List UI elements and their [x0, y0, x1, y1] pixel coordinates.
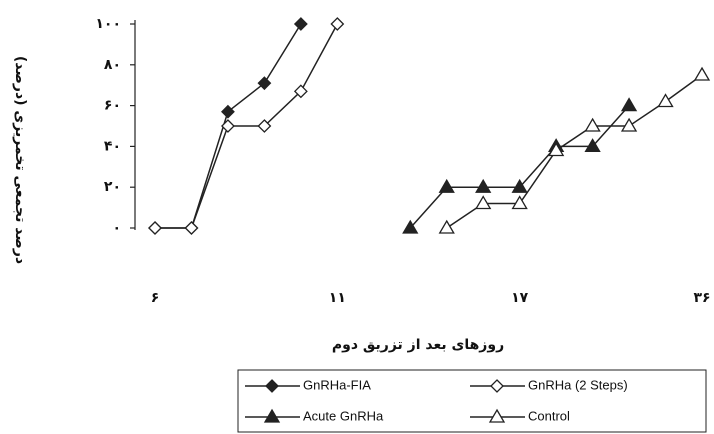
marker [221, 119, 235, 133]
series-line [409, 105, 630, 229]
marker [184, 221, 199, 235]
x-tick-label: ۳۶ [693, 290, 710, 306]
y-axis-label: درصد تجمعی تخمریزی (درصد) [12, 56, 28, 264]
series-line [155, 23, 338, 229]
marker [657, 93, 674, 108]
legend-label: GnRHa-FIA [303, 377, 371, 392]
x-tick-label: ۱۷ [511, 290, 529, 306]
marker [620, 97, 638, 112]
marker [438, 219, 455, 234]
marker [330, 17, 345, 31]
y-tick-label: ۲۰ [104, 179, 121, 195]
marker [548, 142, 565, 157]
marker [221, 104, 235, 119]
y-tick-label: ۱۰۰ [95, 16, 121, 32]
legend-marker [263, 408, 281, 423]
x-tick-label: ۶ [151, 290, 160, 306]
legend-marker [265, 379, 279, 393]
legend-marker [488, 408, 506, 423]
legend-marker [490, 379, 504, 393]
marker [402, 219, 419, 234]
marker [584, 117, 601, 132]
marker [293, 17, 308, 31]
marker [620, 117, 638, 132]
y-tick-label: ۰ [112, 220, 121, 236]
legend-label: GnRHa (2 Steps) [528, 377, 628, 392]
legend-label: Acute GnRHa [303, 408, 384, 423]
x-tick-label: ۱۱ [329, 290, 346, 306]
x-axis-label: روزهای بعد از تزریق دوم [332, 337, 504, 353]
marker [438, 178, 455, 193]
marker [475, 195, 492, 210]
marker [511, 178, 528, 193]
y-tick-label: ۴۰ [104, 138, 121, 154]
y-tick-label: ۸۰ [104, 57, 121, 73]
legend-box [237, 369, 707, 433]
marker [584, 138, 601, 153]
marker [257, 76, 272, 91]
marker [293, 84, 308, 99]
marker [148, 221, 162, 235]
marker [693, 66, 711, 81]
marker [511, 195, 528, 210]
legend-label: Control [528, 408, 570, 423]
y-tick-label: ۶۰ [104, 98, 121, 114]
marker [257, 119, 272, 133]
marker [475, 178, 492, 193]
